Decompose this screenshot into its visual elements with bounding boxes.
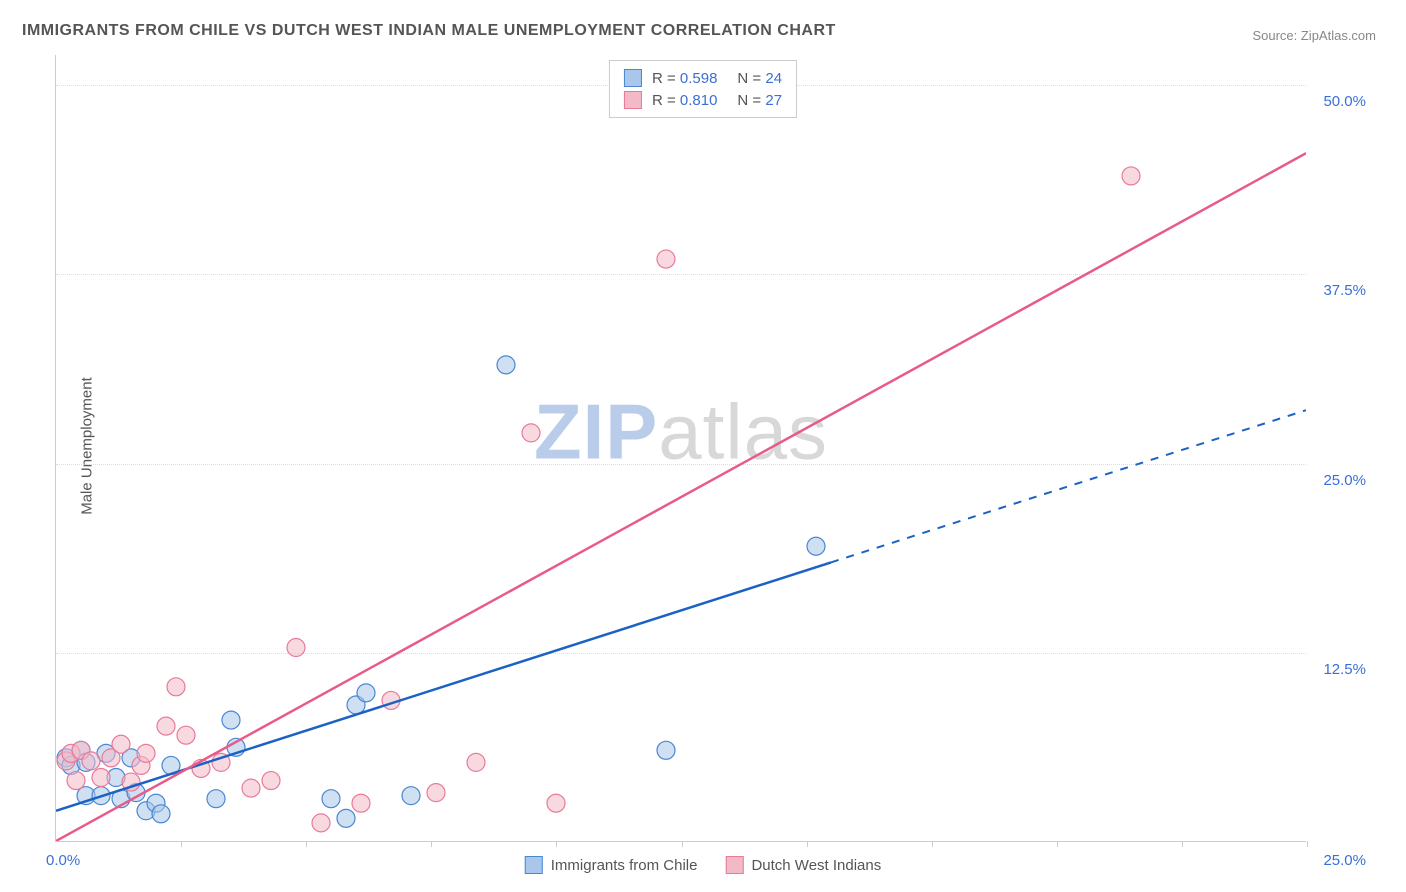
x-tick <box>181 841 182 847</box>
legend-row: R = 0.810 N = 27 <box>624 89 782 111</box>
data-point <box>67 772 85 790</box>
series-legend: Immigrants from Chile Dutch West Indians <box>525 856 882 874</box>
data-point <box>807 537 825 555</box>
data-point <box>402 787 420 805</box>
data-point <box>262 772 280 790</box>
x-tick <box>1057 841 1058 847</box>
chart-title: IMMIGRANTS FROM CHILE VS DUTCH WEST INDI… <box>22 22 836 40</box>
data-point <box>1122 167 1140 185</box>
x-tick <box>1182 841 1183 847</box>
y-tick-label: 50.0% <box>1323 93 1366 110</box>
data-point <box>312 814 330 832</box>
data-point <box>467 753 485 771</box>
source-link[interactable]: ZipAtlas.com <box>1301 28 1376 43</box>
legend-item: Dutch West Indians <box>725 856 881 874</box>
data-point <box>547 794 565 812</box>
x-tick <box>682 841 683 847</box>
data-point <box>152 805 170 823</box>
y-tick-label: 12.5% <box>1323 661 1366 678</box>
data-point <box>137 744 155 762</box>
x-origin-label: 0.0% <box>46 852 80 869</box>
chart-plot-area: ZIPatlas 12.5%25.0%37.5%50.0%0.0%25.0% <box>55 55 1306 842</box>
legend-swatch <box>525 856 543 874</box>
data-point <box>112 735 130 753</box>
data-point <box>522 424 540 442</box>
y-tick-label: 25.0% <box>1323 472 1366 489</box>
legend-swatch <box>624 69 642 87</box>
data-point <box>92 769 110 787</box>
data-point <box>337 809 355 827</box>
data-point <box>322 790 340 808</box>
source-prefix: Source: <box>1252 28 1300 43</box>
r-label: R = 0.598 <box>652 70 717 87</box>
trend-line <box>56 153 1306 841</box>
data-point <box>222 711 240 729</box>
data-point <box>497 356 515 374</box>
r-label: R = 0.810 <box>652 92 717 109</box>
data-point <box>657 741 675 759</box>
data-point <box>157 717 175 735</box>
x-tick <box>932 841 933 847</box>
x-tick <box>807 841 808 847</box>
legend-label: Dutch West Indians <box>751 857 881 874</box>
x-tick <box>306 841 307 847</box>
data-point <box>427 784 445 802</box>
data-point <box>287 639 305 657</box>
data-point <box>177 726 195 744</box>
source-attribution: Source: ZipAtlas.com <box>1252 28 1376 43</box>
x-tick <box>1307 841 1308 847</box>
legend-row: R = 0.598 N = 24 <box>624 67 782 89</box>
x-tick <box>556 841 557 847</box>
x-tick <box>431 841 432 847</box>
data-point <box>207 790 225 808</box>
data-point <box>357 684 375 702</box>
data-point <box>242 779 260 797</box>
data-point <box>167 678 185 696</box>
scatter-svg <box>56 55 1306 841</box>
trend-line-extrapolated <box>831 410 1306 562</box>
n-label: N = 27 <box>737 92 782 109</box>
n-label: N = 24 <box>737 70 782 87</box>
legend-swatch <box>725 856 743 874</box>
legend-label: Immigrants from Chile <box>551 857 698 874</box>
y-tick-label: 37.5% <box>1323 282 1366 299</box>
legend-item: Immigrants from Chile <box>525 856 698 874</box>
correlation-legend: R = 0.598 N = 24 R = 0.810 N = 27 <box>609 60 797 118</box>
legend-swatch <box>624 91 642 109</box>
data-point <box>352 794 370 812</box>
data-point <box>82 752 100 770</box>
data-point <box>657 250 675 268</box>
x-max-label: 25.0% <box>1323 852 1366 869</box>
